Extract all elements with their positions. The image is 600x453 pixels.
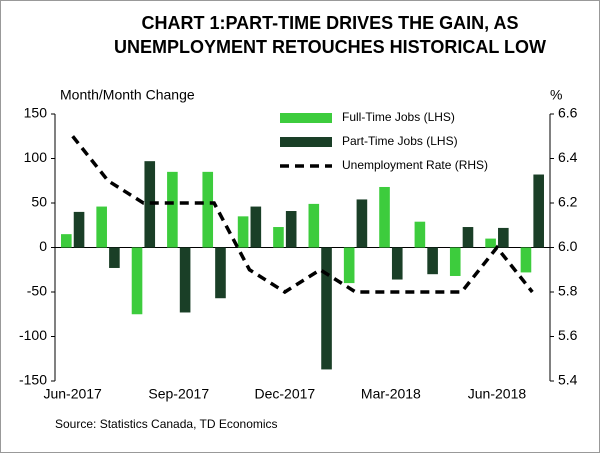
y2-axis-label: % [550,87,562,103]
bar [379,186,390,248]
legend-label: Part-Time Jobs (LHS) [342,134,458,148]
legend-swatch [280,137,332,147]
bar [520,247,532,273]
y-tick-label: -100 [19,327,47,343]
x-tick-label: Dec-2017 [254,386,315,402]
bar [343,247,355,284]
x-tick-label: Mar-2018 [361,386,421,402]
bar [167,171,178,248]
bar [61,234,72,248]
bar [215,247,226,299]
bar [321,247,332,370]
bar [427,247,438,275]
bar [308,203,320,248]
y-tick-label: 150 [24,105,48,121]
y-axis-label: Month/Month Change [60,87,195,103]
chart-title: UNEMPLOYMENT RETOUCHES HISTORICAL LOW [114,37,546,57]
x-tick-label: Jun-2018 [468,386,527,402]
x-tick-label: Jun-2017 [43,386,102,402]
chart-title: CHART 1:PART-TIME DRIVES THE GAIN, AS [141,13,518,33]
bar [391,247,403,280]
y-tick-label: 50 [31,194,47,210]
legend-label: Unemployment Rate (RHS) [342,158,488,172]
y2-tick-label: 6.0 [558,238,578,254]
bar [449,247,461,276]
bar [285,211,297,248]
bar [414,221,426,248]
line [71,135,534,295]
bar [356,199,368,248]
bar [273,227,284,248]
x-tick-label: Sep-2017 [148,386,209,402]
y-tick-label: 100 [24,149,48,165]
bar [179,247,191,313]
legend-swatch [280,113,332,123]
bar [498,227,509,248]
bar [533,174,544,248]
bar [131,247,143,315]
y-tick-label: 0 [39,238,47,254]
y-tick-label: -50 [27,283,47,299]
y2-tick-label: 5.8 [558,283,578,299]
y2-tick-label: 6.4 [558,149,578,165]
y-tick-label: -150 [19,372,47,388]
bar [462,227,474,248]
bar [237,216,249,248]
bar [485,238,496,248]
source: Source: Statistics Canada, TD Economics [55,417,278,431]
legend-label: Full-Time Jobs (LHS) [342,110,455,124]
bar [73,211,85,248]
bar [96,206,107,248]
y2-tick-label: 5.6 [558,327,578,343]
y2-tick-label: 6.6 [558,105,578,121]
y2-tick-label: 5.4 [558,372,578,388]
bar [202,171,214,248]
bar [109,247,120,268]
bar [250,206,262,248]
y2-tick-label: 6.2 [558,194,578,210]
bar [144,161,156,248]
